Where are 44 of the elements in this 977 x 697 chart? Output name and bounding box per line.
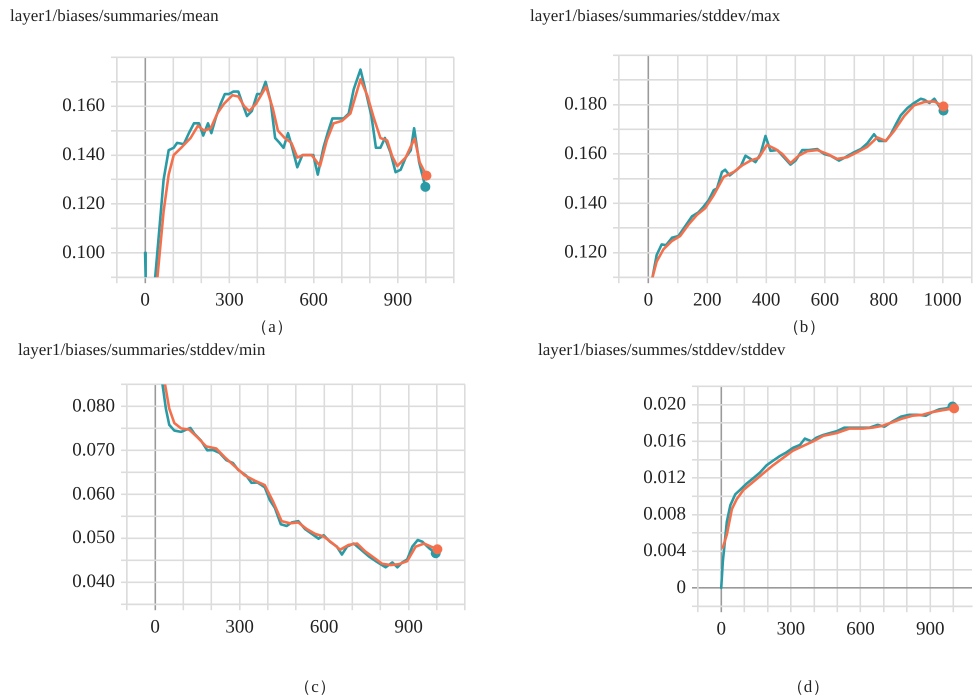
y-tick-label: 0.120: [564, 242, 607, 263]
chart-title: layer1/biases/summaries/mean: [10, 6, 219, 26]
text: （d）: [786, 676, 830, 697]
y-tick-label: 0.100: [62, 242, 105, 263]
text: （b）: [782, 316, 826, 338]
x-tick-label: 800: [870, 290, 898, 311]
x-tick-label: 600: [810, 290, 840, 311]
y-tick-label: 0.070: [72, 439, 115, 460]
x-tick-label: 600: [299, 290, 328, 311]
y-tick-label: 0.080: [72, 395, 115, 416]
y-tick-label: 0.004: [643, 540, 686, 562]
x-tick-label: 900: [384, 290, 412, 311]
y-tick-label: 0.180: [564, 94, 607, 115]
y-tick-label: 0.140: [62, 144, 105, 166]
y-tick-label: 0.012: [643, 466, 686, 488]
y-tick-label: 0.140: [564, 192, 607, 214]
y-tick-label: 0.008: [643, 504, 686, 525]
y-tick-label: 0.120: [62, 192, 105, 214]
chart-title: layer1/biases/summes/stddev/stddev: [538, 340, 786, 360]
x-tick-label: 300: [776, 618, 806, 640]
x-tick-label: 400: [752, 290, 780, 311]
x-tick-label: 0: [716, 618, 726, 640]
y-tick-label: 0: [676, 576, 686, 598]
y-tick-label: 0.016: [643, 430, 686, 452]
x-tick-label: 600: [310, 616, 338, 638]
y-tick-label: 0.050: [72, 527, 115, 548]
y-tick-label: 0.060: [72, 483, 115, 504]
y-tick-label: 0.020: [643, 394, 686, 415]
x-tick-label: 200: [693, 290, 722, 311]
x-tick-label: 300: [225, 616, 254, 638]
x-tick-label: 0: [140, 290, 150, 311]
y-tick-label: 0.160: [564, 142, 607, 164]
chart-title: layer1/biases/summaries/stddev/min: [18, 340, 266, 360]
x-tick-label: 600: [846, 618, 875, 640]
x-tick-label: 900: [394, 616, 423, 638]
y-tick-label: 0.040: [72, 571, 115, 592]
y-tick-label: 0.160: [62, 95, 105, 116]
x-tick-label: 900: [916, 618, 944, 640]
x-tick-label: 300: [215, 290, 244, 311]
text: （c）: [294, 676, 336, 697]
x-tick-label: 0: [150, 616, 160, 638]
chart-title: layer1/biases/summaries/stddev/max: [530, 6, 780, 26]
text: （a）: [251, 316, 293, 338]
x-tick-label: 1000: [924, 290, 962, 311]
